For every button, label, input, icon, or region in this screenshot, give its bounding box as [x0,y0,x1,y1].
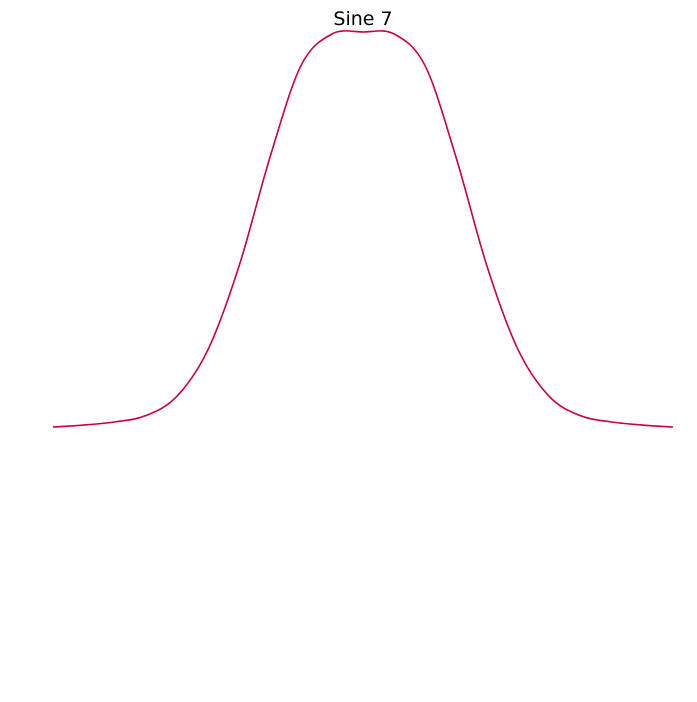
plot-area [52,30,674,428]
chart-title: Sine 7 [333,8,392,30]
series-line-0 [52,30,674,428]
